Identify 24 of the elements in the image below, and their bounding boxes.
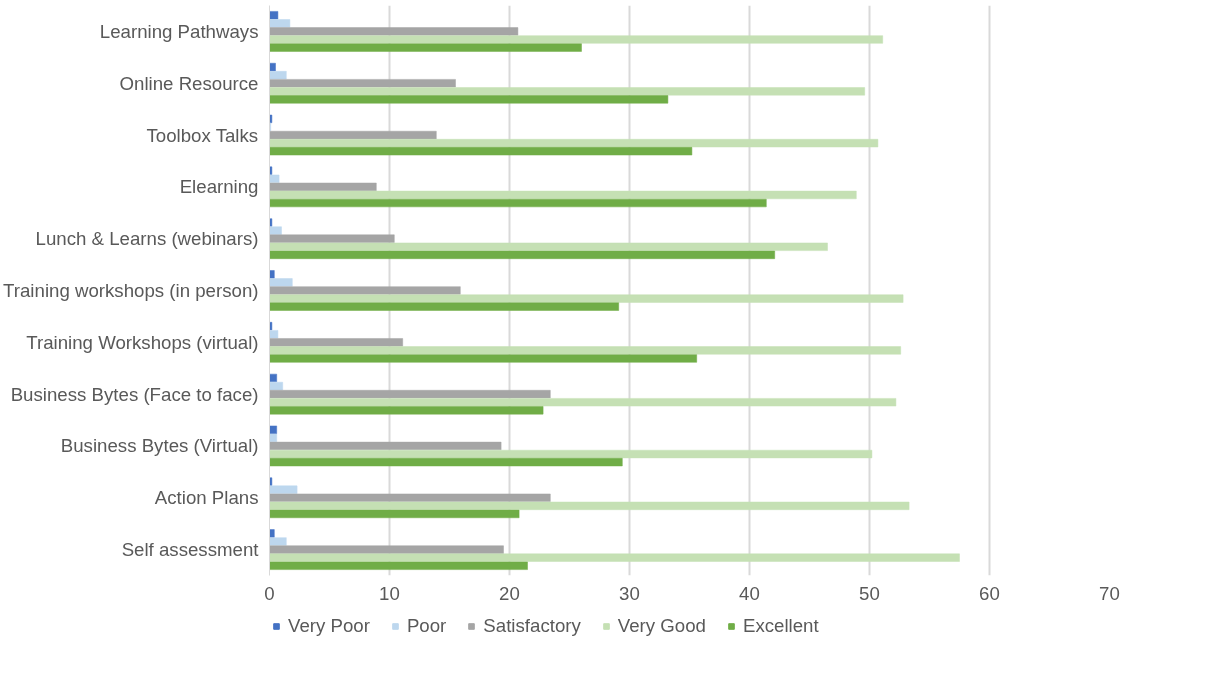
y-tick-label: Training workshops (in person): [3, 280, 259, 301]
x-tick-label: 40: [739, 582, 760, 604]
legend-label: Very Good: [617, 615, 706, 637]
y-tick-label: Elearning: [179, 176, 259, 198]
y-tick-label: Lunch & Learns (webinars): [35, 228, 259, 250]
x-tick-label: 10: [379, 582, 400, 604]
x-tick-label: 50: [859, 582, 880, 604]
y-tick-label: Learning Pathways: [99, 20, 259, 42]
legend-label: Poor: [406, 615, 447, 637]
y-tick-label: Action Plans: [154, 487, 259, 509]
y-tick-label: Toolbox Talks: [146, 124, 259, 146]
x-tick-label: 20: [499, 582, 520, 604]
y-tick-label: Business Bytes (Face to face): [10, 383, 259, 405]
legend-label: Very Poor: [288, 615, 370, 637]
x-tick-label: 0: [264, 582, 275, 604]
x-tick-label: 70: [1099, 582, 1120, 604]
y-tick-label: Training Workshops (virtual): [26, 331, 259, 353]
y-tick-label: Online Resource: [119, 72, 259, 94]
x-tick-label: 60: [979, 582, 1000, 604]
y-tick-label: Self assessment: [121, 539, 260, 561]
legend-label: Satisfactory: [483, 615, 581, 637]
y-tick-label: Business Bytes (Virtual): [60, 435, 259, 457]
x-tick-label: 30: [619, 582, 640, 604]
legend-label: Excellent: [742, 615, 819, 637]
